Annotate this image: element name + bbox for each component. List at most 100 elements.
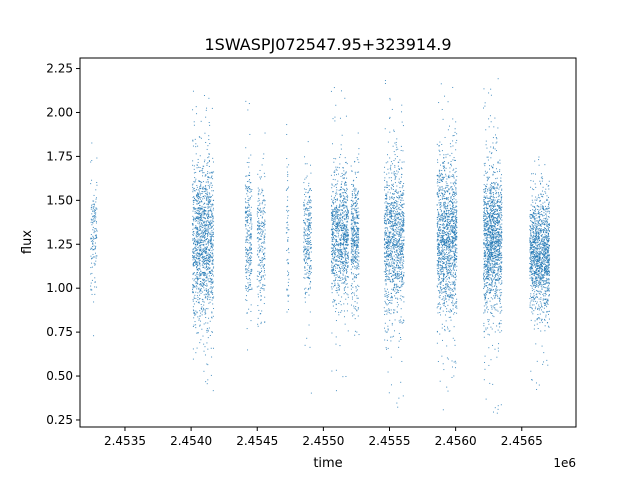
data-point	[195, 324, 197, 326]
data-point	[332, 211, 333, 213]
data-point	[206, 252, 208, 254]
data-point	[390, 248, 392, 250]
data-point	[198, 319, 200, 321]
data-point	[384, 177, 386, 179]
data-point	[394, 215, 395, 217]
data-point	[336, 199, 338, 201]
data-point	[351, 271, 353, 273]
data-point	[250, 263, 252, 265]
data-point	[192, 224, 194, 226]
data-point	[199, 187, 201, 189]
data-point	[346, 190, 348, 192]
data-point	[195, 195, 197, 197]
data-point	[200, 288, 202, 290]
data-point	[310, 164, 312, 166]
data-point	[303, 222, 305, 224]
data-point	[306, 242, 307, 244]
data-point	[246, 250, 248, 252]
data-point	[245, 211, 247, 213]
data-point	[201, 205, 203, 207]
data-point	[263, 271, 265, 273]
data-point	[90, 234, 92, 236]
data-point	[91, 262, 93, 264]
data-point	[390, 213, 392, 215]
data-point	[199, 241, 201, 243]
data-point	[258, 264, 260, 266]
data-point	[263, 225, 265, 227]
data-point	[397, 242, 399, 244]
data-point	[201, 298, 203, 300]
data-point	[262, 207, 264, 209]
data-point	[333, 238, 335, 240]
data-point	[399, 202, 401, 204]
data-point	[398, 236, 400, 237]
data-point	[387, 248, 389, 250]
data-point	[262, 288, 264, 290]
data-point	[261, 210, 263, 212]
data-point	[193, 257, 195, 259]
data-point	[395, 223, 397, 225]
data-point	[258, 271, 260, 273]
data-point	[333, 158, 335, 159]
data-point	[201, 231, 203, 233]
data-point	[343, 215, 345, 217]
data-point	[202, 267, 204, 269]
data-point	[91, 224, 93, 226]
data-point	[309, 212, 311, 214]
data-point	[356, 216, 358, 218]
data-point	[208, 261, 210, 263]
data-point	[211, 243, 213, 245]
data-point	[393, 259, 395, 261]
data-point	[397, 171, 399, 173]
data-point	[394, 251, 396, 253]
data-point	[203, 243, 205, 245]
data-point	[194, 177, 196, 179]
data-point	[245, 239, 247, 241]
data-point	[206, 329, 208, 331]
data-point	[387, 209, 389, 211]
data-point	[395, 242, 397, 244]
data-point	[391, 108, 393, 110]
data-point	[245, 206, 247, 208]
data-point	[337, 277, 339, 279]
data-point	[455, 244, 457, 246]
data-point	[197, 145, 199, 147]
data-point	[451, 206, 453, 208]
data-point	[387, 303, 389, 305]
data-point	[331, 288, 333, 290]
data-point	[337, 289, 339, 291]
data-point	[94, 242, 96, 244]
data-point	[352, 184, 354, 186]
data-point	[245, 272, 247, 274]
data-point	[388, 266, 390, 268]
data-point	[205, 290, 207, 292]
data-point	[452, 267, 454, 269]
data-point	[199, 268, 201, 270]
data-point	[390, 241, 392, 243]
data-point	[210, 172, 212, 174]
data-point	[286, 166, 288, 168]
data-point	[308, 199, 310, 201]
data-point	[259, 246, 261, 248]
data-point	[385, 280, 387, 282]
data-point	[384, 300, 386, 302]
data-point	[256, 213, 258, 215]
data-point	[341, 254, 343, 256]
data-point	[401, 264, 403, 266]
data-point	[400, 234, 402, 236]
data-point	[207, 206, 209, 208]
data-point	[387, 328, 389, 330]
data-point	[447, 222, 449, 224]
data-point	[257, 293, 259, 295]
data-point	[92, 222, 94, 224]
data-point	[342, 167, 344, 169]
data-point	[448, 211, 450, 213]
data-point	[200, 120, 202, 122]
data-point	[211, 281, 213, 283]
data-point	[197, 236, 199, 238]
data-point	[387, 141, 389, 143]
data-point	[198, 261, 200, 263]
data-point	[393, 174, 395, 176]
data-point	[393, 202, 395, 204]
data-point	[193, 303, 195, 305]
